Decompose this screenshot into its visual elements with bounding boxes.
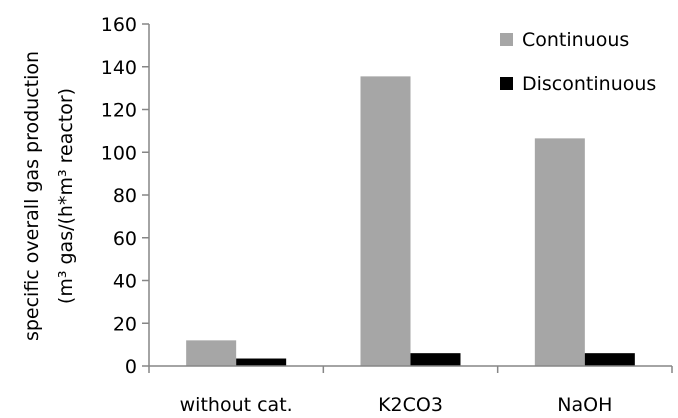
legend-swatch-discontinuous	[500, 77, 513, 90]
bar-continuous-2	[360, 76, 411, 367]
bar-discontinuous-3	[584, 353, 635, 366]
bar-continuous-1	[186, 340, 237, 366]
bar-discontinuous-2	[410, 353, 461, 366]
y-tick-label: 20	[113, 313, 137, 335]
bars	[186, 76, 635, 367]
y-tick-label: 40	[113, 271, 137, 293]
y-tick-label: 120	[101, 100, 137, 122]
x-tick-label: without cat.	[180, 394, 293, 416]
y-ticks: 0 20 40 60 80 100 120 140 160	[101, 14, 149, 378]
y-axis-title: specific overall gas production (m³ gas/…	[21, 51, 77, 341]
y-tick-label: 60	[113, 228, 137, 250]
x-tick-label: K2CO3	[378, 394, 443, 416]
legend: Continuous Discontinuous	[500, 29, 656, 95]
y-tick-label: 100	[101, 142, 137, 164]
legend-label-discontinuous: Discontinuous	[522, 73, 656, 95]
x-ticks: without cat. K2CO3 NaOH	[148, 366, 673, 416]
legend-label-continuous: Continuous	[522, 29, 629, 51]
y-axis-title-line1: specific overall gas production	[21, 51, 43, 341]
y-tick-label: 0	[125, 356, 137, 378]
y-tick-label: 80	[113, 185, 137, 207]
axes	[148, 24, 672, 367]
y-axis-title-line2: (m³ gas/(h*m³ reactor)	[55, 88, 77, 304]
bar-discontinuous-1	[236, 358, 287, 366]
legend-swatch-continuous	[500, 33, 513, 46]
y-tick-label: 140	[101, 57, 137, 79]
y-tick-label: 160	[101, 14, 137, 36]
bar-continuous-3	[534, 138, 585, 366]
x-tick-label: NaOH	[557, 394, 612, 416]
